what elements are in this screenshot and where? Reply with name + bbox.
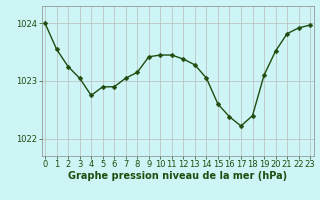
X-axis label: Graphe pression niveau de la mer (hPa): Graphe pression niveau de la mer (hPa) <box>68 171 287 181</box>
